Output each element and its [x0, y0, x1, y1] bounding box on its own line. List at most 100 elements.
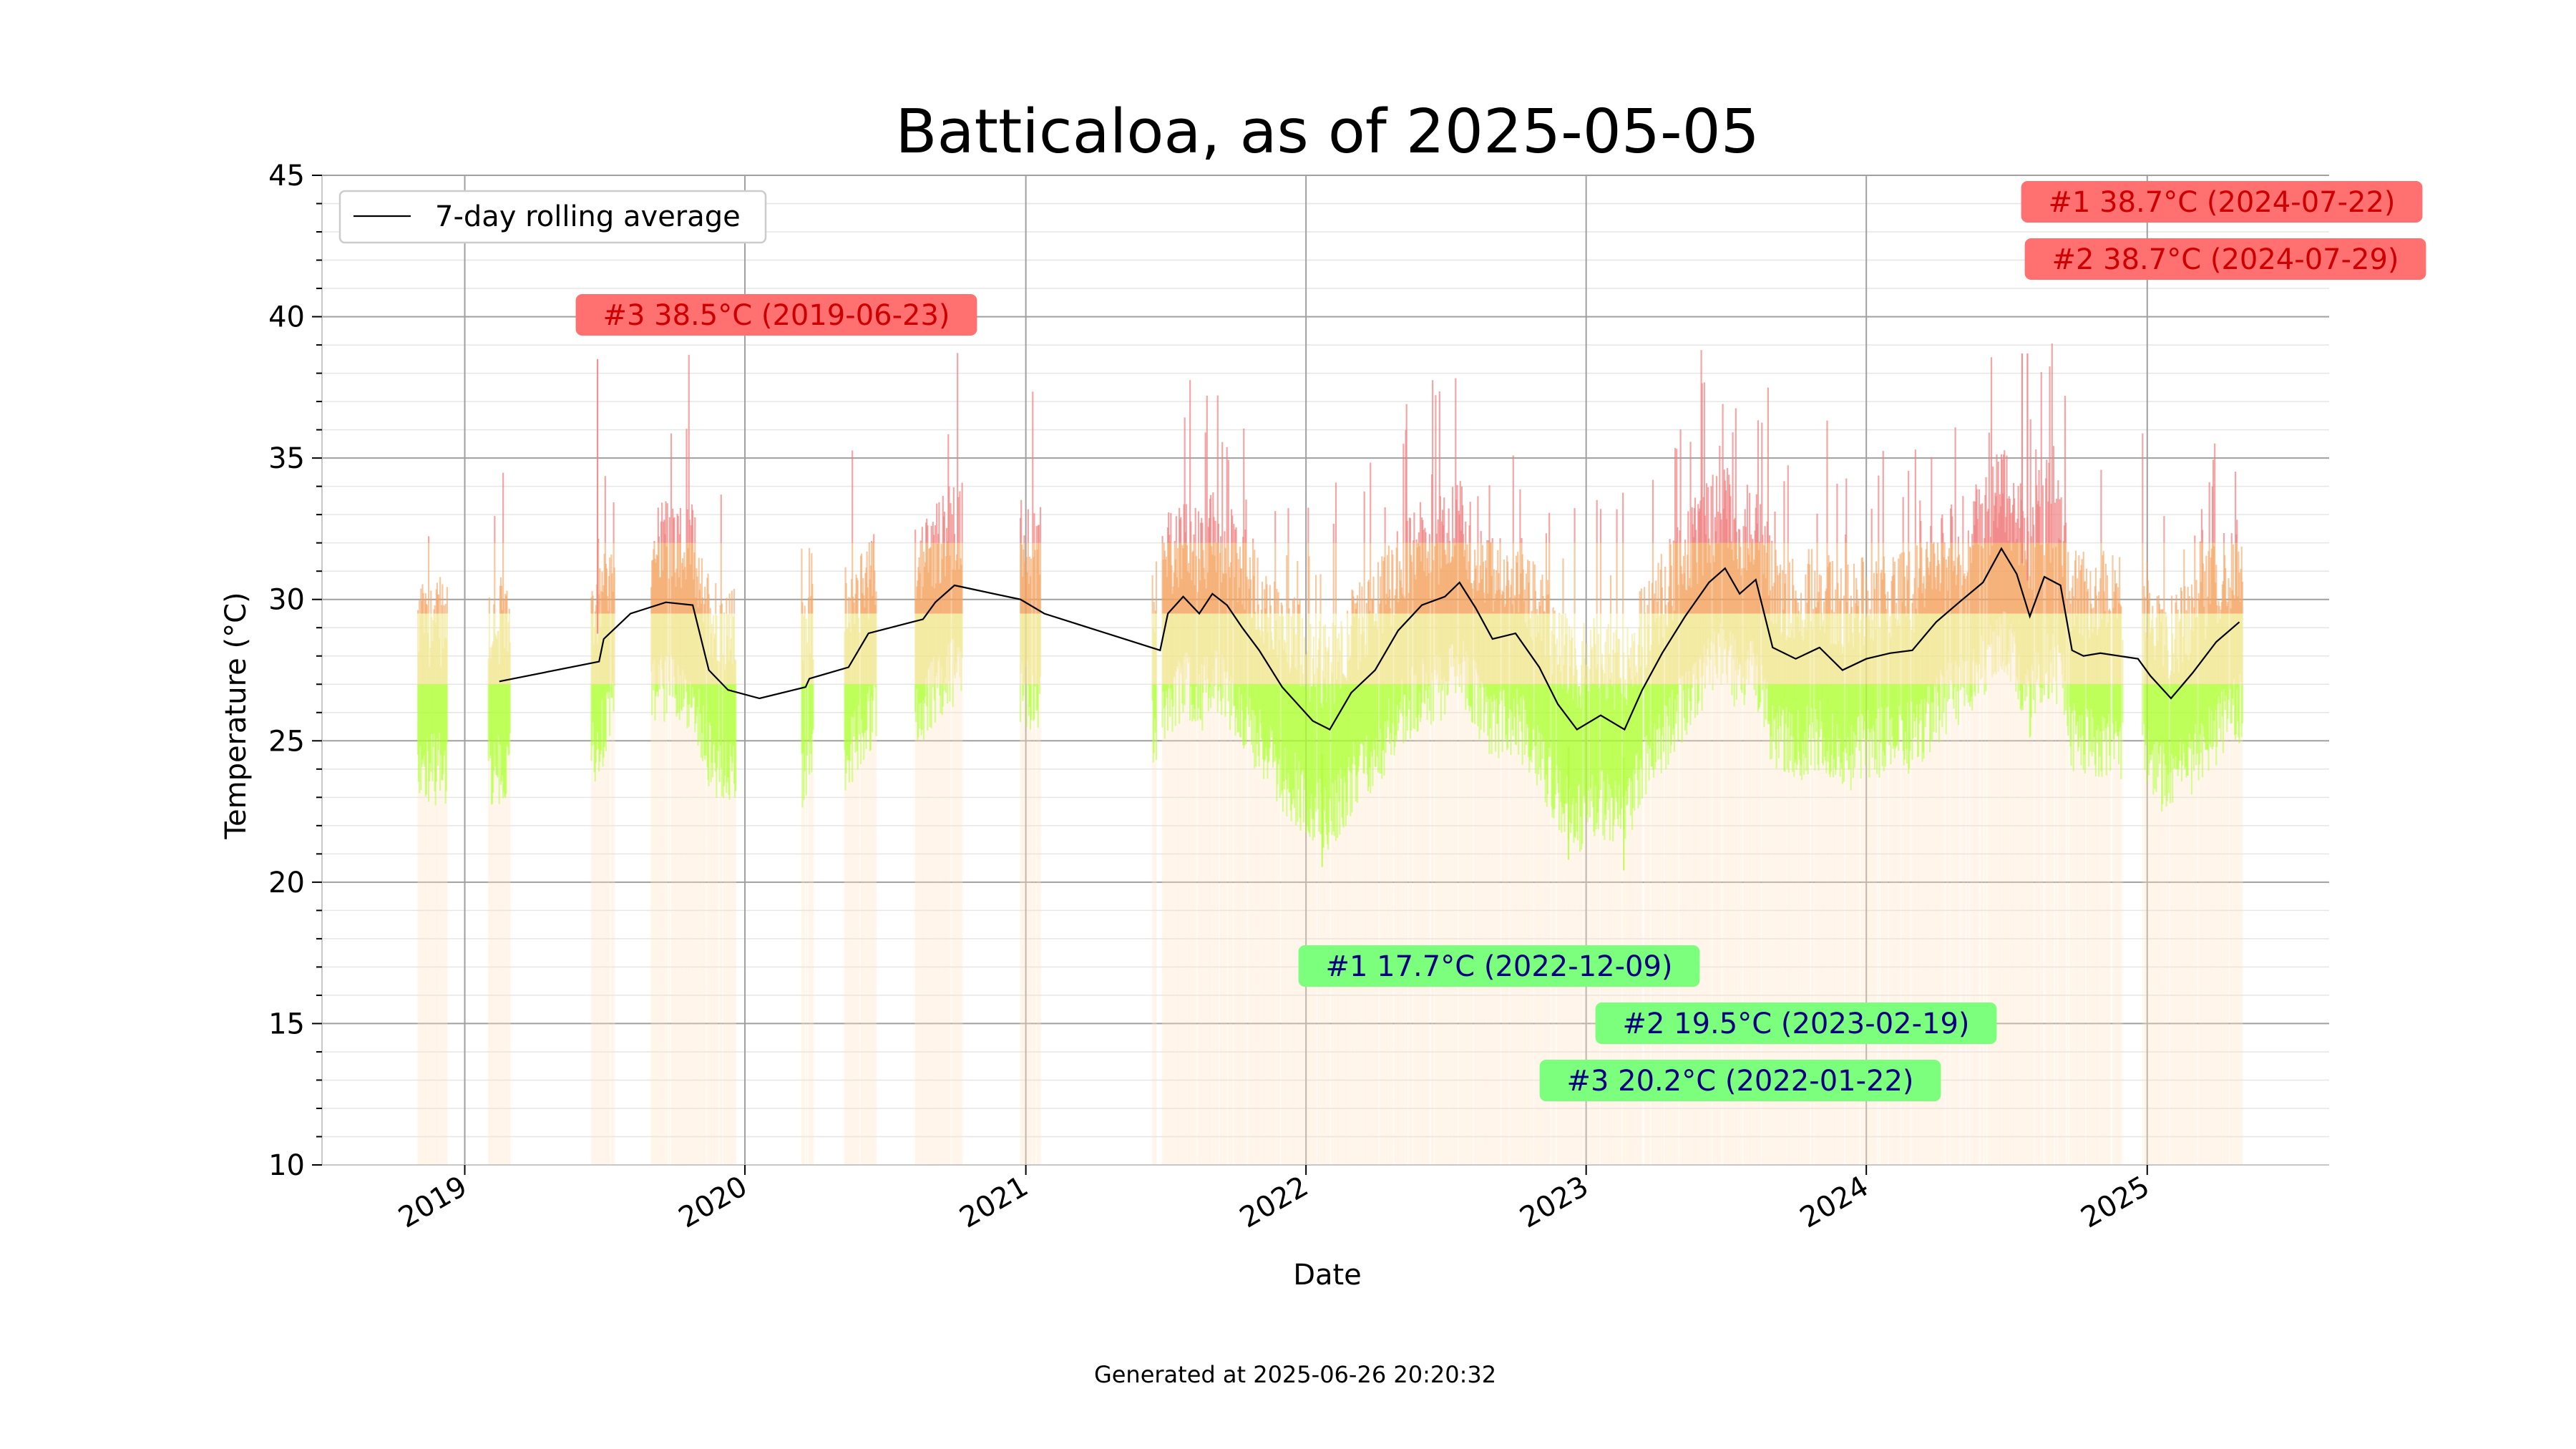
daily-bar-segment	[1217, 684, 1219, 691]
daily-bar-trace	[801, 807, 804, 1165]
daily-bar-segment	[1033, 684, 1035, 720]
daily-bar-trace	[1026, 660, 1028, 1165]
daily-bar-segment	[1752, 539, 1754, 543]
daily-bar-trace	[1182, 712, 1184, 1165]
daily-bar-segment	[1771, 542, 1773, 614]
daily-bar-segment	[677, 516, 679, 543]
daily-bar-trace	[1838, 738, 1840, 1165]
daily-bar-segment	[679, 507, 682, 543]
daily-bar-trace	[653, 659, 655, 1165]
daily-bar-trace	[1729, 631, 1732, 1165]
daily-bar-segment	[1521, 538, 1523, 543]
daily-bar-trace	[1328, 832, 1330, 1165]
daily-bar-trace	[1022, 701, 1024, 1165]
daily-bar-segment	[666, 542, 668, 614]
daily-bar-trace	[1028, 685, 1029, 1165]
daily-bar-trace	[1623, 829, 1625, 1165]
daily-bar-segment	[1281, 605, 1283, 614]
daily-bar-segment	[1245, 499, 1247, 543]
daily-bar-trace	[492, 804, 493, 1165]
daily-bar-segment	[1587, 691, 1589, 791]
daily-bar-segment	[1601, 653, 1604, 685]
daily-bar-trace	[1334, 836, 1335, 1165]
daily-bar-segment	[1267, 617, 1269, 685]
daily-bar-trace	[1503, 691, 1504, 1165]
daily-bar-trace	[1921, 761, 1923, 1165]
daily-bar-segment	[870, 540, 873, 543]
daily-bar-trace	[859, 734, 860, 1165]
daily-bar-trace	[1873, 731, 1875, 1165]
daily-bar-segment	[869, 684, 872, 751]
daily-bar-trace	[1863, 738, 1864, 1165]
daily-bar-trace	[1283, 781, 1284, 1165]
daily-bar-trace	[1552, 809, 1554, 1165]
daily-bar-trace	[1770, 759, 1771, 1165]
daily-bar-trace	[507, 747, 509, 1165]
daily-bar-trace	[1613, 825, 1615, 1165]
daily-bar-segment	[1668, 684, 1670, 726]
daily-bar-segment	[875, 613, 877, 685]
daily-bar-segment	[1384, 542, 1386, 614]
daily-bar-segment	[1540, 580, 1542, 614]
daily-bar-trace	[1906, 763, 1908, 1165]
daily-bar-trace	[1919, 703, 1921, 1165]
daily-bar-segment	[654, 684, 656, 721]
daily-bar-segment	[1433, 560, 1435, 614]
daily-bar-segment	[1246, 613, 1248, 685]
daily-bar-trace	[929, 726, 931, 1165]
daily-bar-trace	[1869, 732, 1871, 1165]
daily-bar-trace	[1198, 708, 1199, 1165]
daily-bar-segment	[1765, 684, 1767, 689]
daily-bar-trace	[1413, 675, 1415, 1165]
daily-bar-segment	[1396, 542, 1398, 614]
daily-bar-trace	[1800, 765, 1802, 1165]
daily-bar-segment	[1616, 613, 1618, 685]
daily-bar-segment	[1716, 613, 1719, 679]
daily-bar-segment	[871, 684, 874, 733]
daily-bar-trace	[1282, 811, 1284, 1165]
daily-bar-segment	[653, 540, 655, 543]
daily-bar-trace	[927, 731, 929, 1165]
daily-bar-trace	[676, 713, 678, 1165]
daily-bar-segment	[613, 502, 615, 543]
daily-bar-segment	[1712, 613, 1714, 685]
daily-bar-segment	[1297, 560, 1299, 614]
daily-bar-trace	[1208, 711, 1209, 1165]
daily-bar-trace	[1757, 654, 1758, 1165]
daily-bar-trace	[1841, 769, 1843, 1165]
daily-bar-segment	[503, 600, 505, 614]
daily-bar-segment	[1204, 542, 1206, 614]
daily-bar-segment	[1441, 684, 1444, 691]
daily-bar-trace	[943, 683, 945, 1165]
daily-bar-trace	[874, 687, 877, 1165]
daily-bar-segment	[1639, 613, 1641, 685]
daily-bar-segment	[1763, 684, 1765, 728]
daily-bar-segment	[1677, 684, 1679, 741]
daily-bar-trace	[938, 655, 940, 1165]
daily-bar-trace	[602, 758, 605, 1165]
daily-bar-trace	[1281, 794, 1282, 1165]
daily-bar-trace	[942, 706, 944, 1165]
daily-bar-segment	[1324, 647, 1327, 685]
daily-bar-trace	[1212, 668, 1214, 1165]
daily-bar-trace	[447, 742, 448, 1165]
daily-bar-trace	[698, 688, 700, 1165]
daily-bar-segment	[728, 613, 731, 685]
daily-bar-segment	[849, 597, 852, 614]
daily-bar-trace	[494, 742, 496, 1165]
daily-bar-trace	[1209, 698, 1210, 1165]
daily-bar-segment	[1499, 542, 1501, 614]
daily-bar-segment	[1797, 602, 1799, 614]
daily-bar-segment	[1194, 684, 1196, 722]
daily-bar-segment	[1845, 542, 1848, 614]
daily-bar-trace	[1569, 821, 1571, 1165]
daily-bar-trace	[1699, 655, 1702, 1165]
daily-bar-segment	[1755, 494, 1757, 543]
daily-bar-trace	[1892, 748, 1894, 1165]
daily-bar-trace	[845, 773, 847, 1165]
daily-bar-segment	[1499, 538, 1501, 543]
daily-bar-segment	[943, 684, 946, 691]
daily-bar-trace	[1937, 692, 1938, 1165]
daily-bar-segment	[852, 684, 854, 782]
daily-bar-segment	[709, 608, 711, 614]
